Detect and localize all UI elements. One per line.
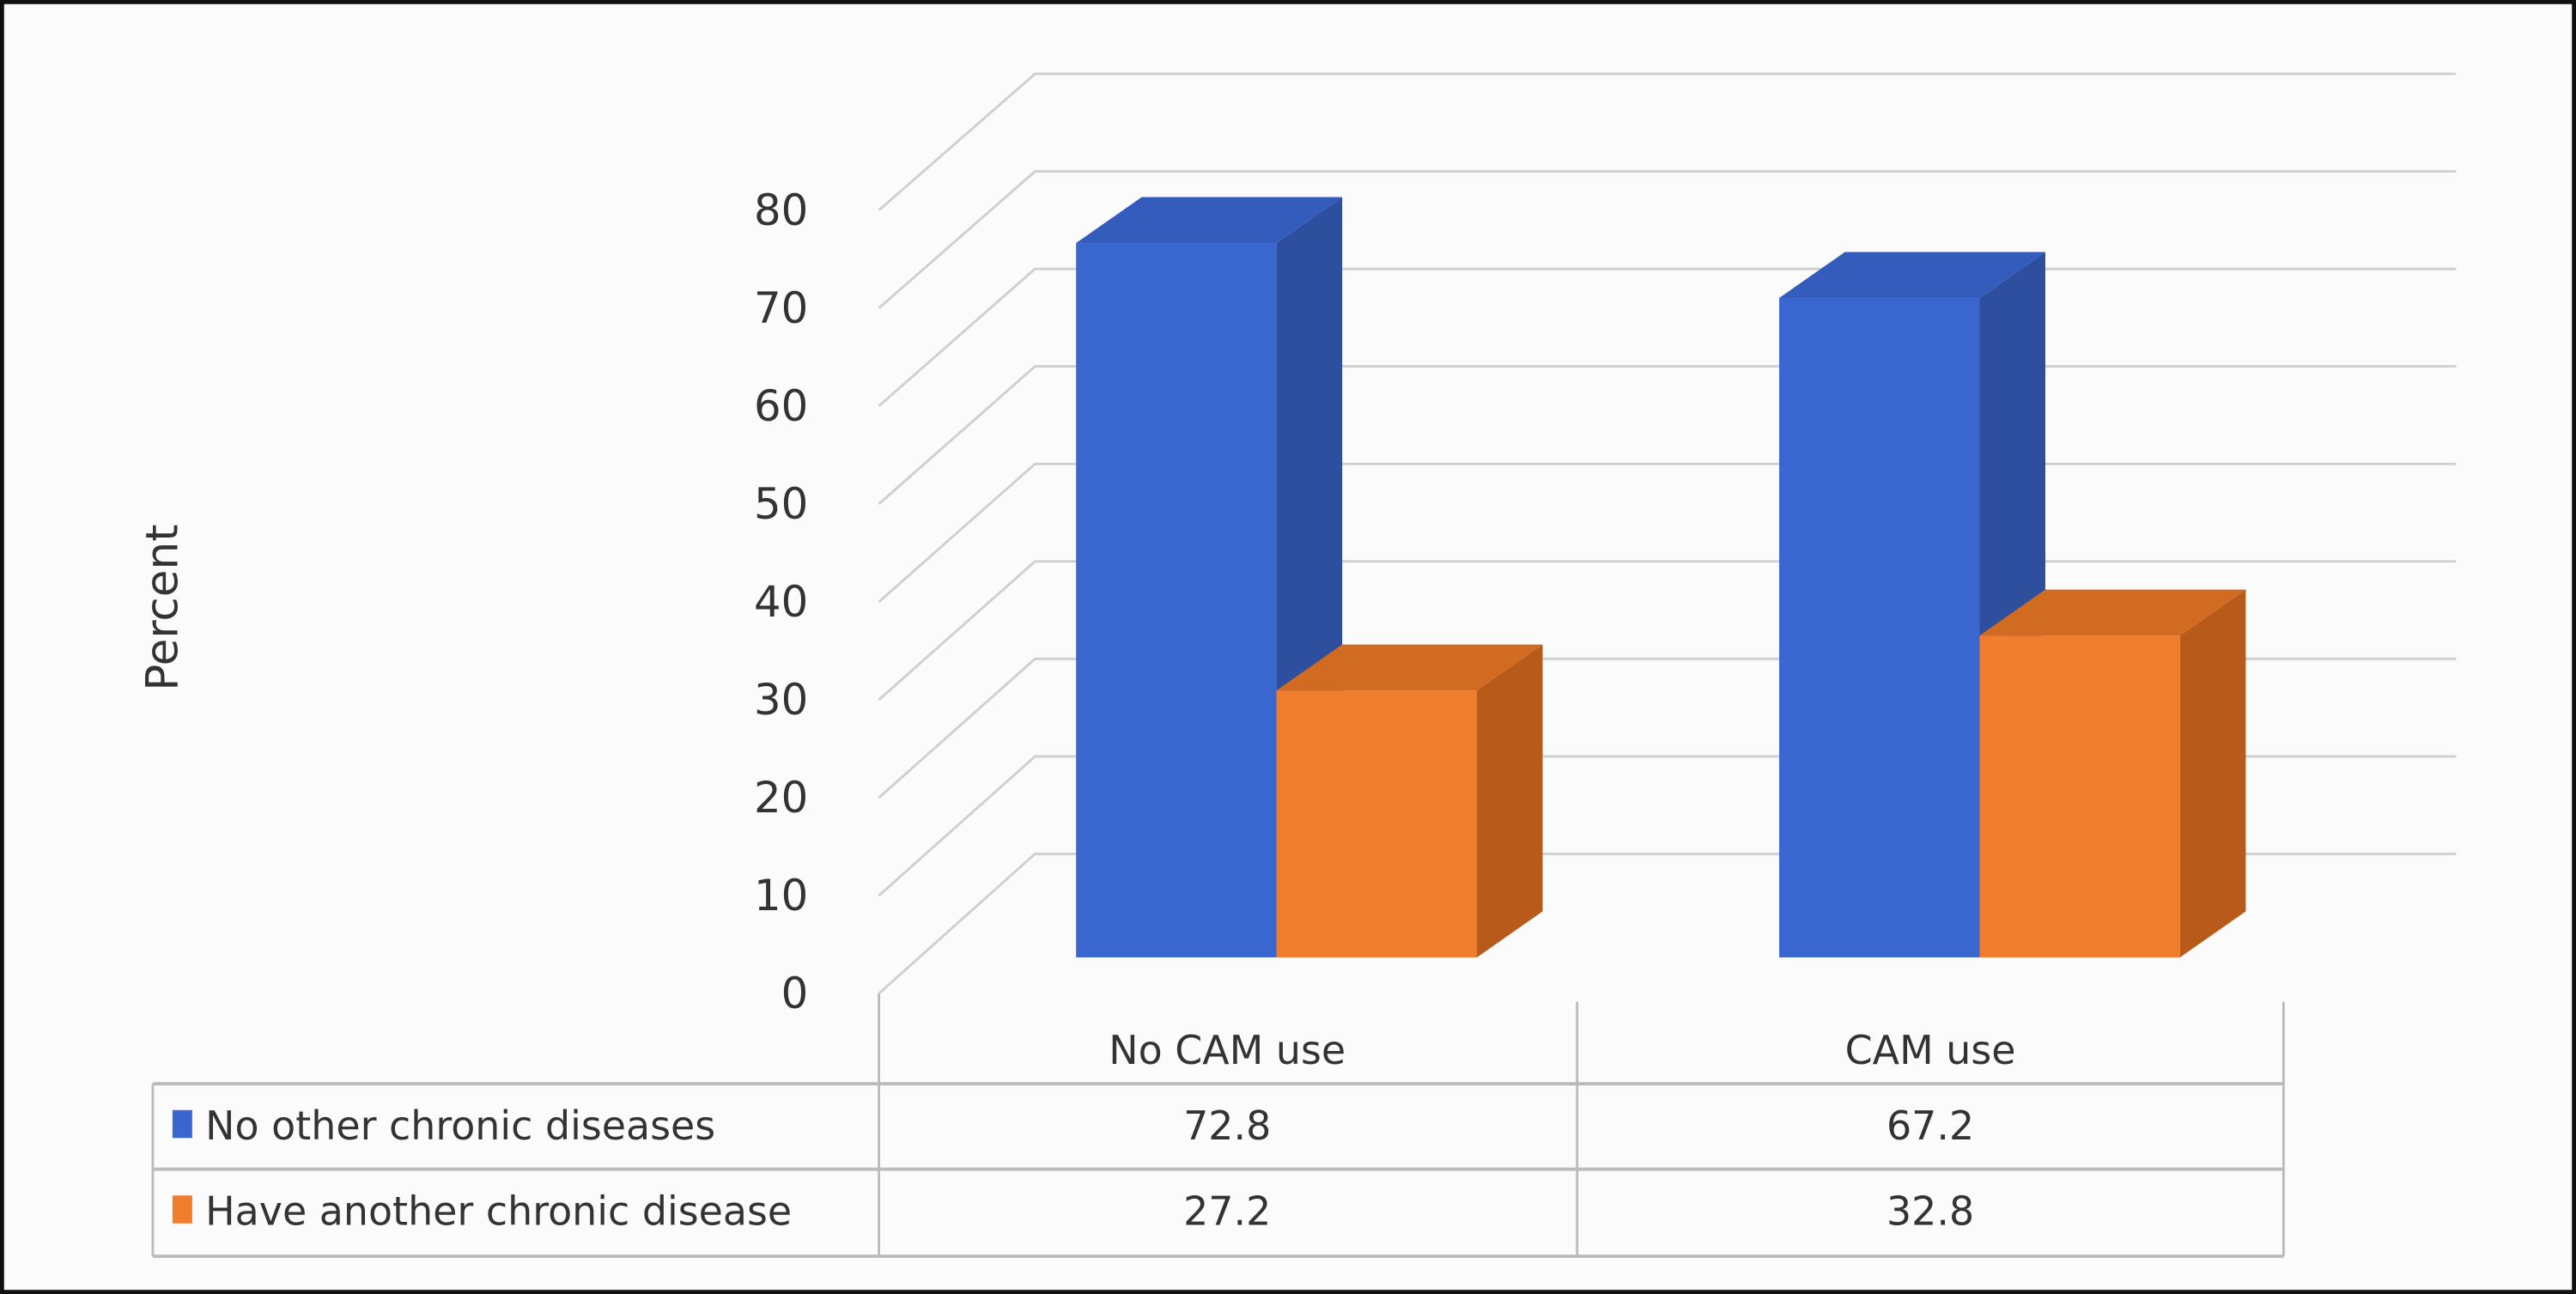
legend-swatch-blue <box>172 1109 192 1139</box>
y-tick-label: 40 <box>754 577 808 627</box>
legend-label: No other chronic diseases <box>205 1103 715 1149</box>
y-tick-label: 30 <box>754 675 808 725</box>
bar-top <box>1779 252 2046 299</box>
bar <box>1779 298 1980 957</box>
y-tick-label: 80 <box>754 185 808 235</box>
y-tick-label: 20 <box>754 773 808 823</box>
gridline <box>878 72 2457 211</box>
data-cell: 67.2 <box>1886 1103 1974 1149</box>
legend-swatch-orange <box>172 1195 192 1224</box>
bar <box>1276 690 1478 957</box>
data-cell: 72.8 <box>1183 1103 1271 1149</box>
y-tick-label: 0 <box>781 969 809 1018</box>
category-label: No CAM use <box>1109 1027 1346 1073</box>
bars <box>1076 197 2246 957</box>
y-axis-ticks: 0 10 20 30 40 50 60 70 80 <box>754 185 808 1018</box>
y-tick-label: 60 <box>754 381 808 431</box>
y-tick-label: 50 <box>754 479 808 529</box>
bar-side <box>1477 644 1543 957</box>
bar-top <box>1979 589 2246 636</box>
y-tick-label: 10 <box>754 871 808 920</box>
legend-label: Have another chronic disease <box>205 1188 792 1235</box>
bar <box>1076 243 1277 957</box>
y-tick-label: 70 <box>754 283 808 333</box>
category-label: CAM use <box>1845 1027 2016 1073</box>
data-cell: 27.2 <box>1183 1188 1271 1235</box>
bar-side <box>2179 589 2246 957</box>
bar <box>1979 635 2180 957</box>
data-cell: 32.8 <box>1886 1188 1974 1235</box>
bar-top <box>1076 197 1343 244</box>
gridline <box>878 170 2457 309</box>
y-axis-label: Percent <box>137 524 189 690</box>
data-table: No CAM use CAM use No other chronic dise… <box>151 993 2285 1258</box>
bar-top <box>1276 644 1543 691</box>
